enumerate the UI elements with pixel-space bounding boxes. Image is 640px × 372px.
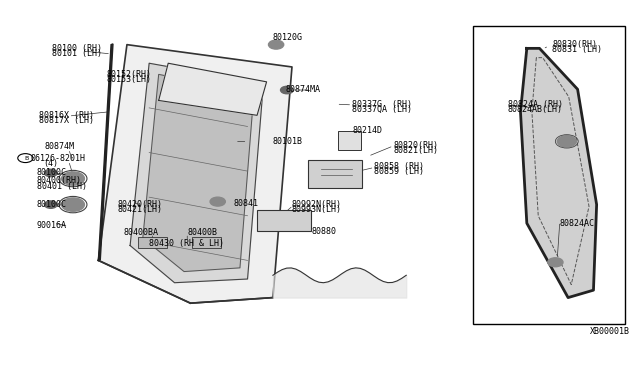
Text: 80400BA: 80400BA bbox=[124, 228, 159, 237]
Polygon shape bbox=[159, 63, 267, 115]
Text: (4): (4) bbox=[43, 159, 58, 168]
Text: 06126-8201H: 06126-8201H bbox=[31, 154, 86, 163]
Circle shape bbox=[557, 136, 577, 147]
Text: 80830(RH): 80830(RH) bbox=[552, 40, 597, 49]
Text: XB00001B: XB00001B bbox=[590, 327, 630, 336]
Text: 80820(RH): 80820(RH) bbox=[394, 141, 438, 150]
Text: 80420(RH): 80420(RH) bbox=[117, 200, 163, 209]
Circle shape bbox=[61, 198, 84, 211]
FancyBboxPatch shape bbox=[138, 237, 167, 248]
Text: 80100C: 80100C bbox=[37, 169, 67, 177]
FancyBboxPatch shape bbox=[192, 237, 221, 248]
FancyBboxPatch shape bbox=[473, 26, 625, 324]
Polygon shape bbox=[520, 48, 596, 298]
FancyBboxPatch shape bbox=[338, 131, 360, 150]
Text: 80824AB(LH): 80824AB(LH) bbox=[508, 105, 563, 114]
Text: 80821(LH): 80821(LH) bbox=[394, 146, 438, 155]
Text: 80858 (RH): 80858 (RH) bbox=[374, 162, 424, 171]
Text: 80152(RH): 80152(RH) bbox=[107, 70, 152, 79]
Circle shape bbox=[61, 172, 84, 185]
Text: 80831 (LH): 80831 (LH) bbox=[552, 45, 602, 54]
Text: 80400B: 80400B bbox=[188, 228, 217, 237]
Text: 80824A (RH): 80824A (RH) bbox=[508, 100, 563, 109]
Circle shape bbox=[44, 169, 57, 177]
Polygon shape bbox=[130, 63, 264, 283]
FancyBboxPatch shape bbox=[308, 160, 362, 188]
Text: 90016A: 90016A bbox=[37, 221, 67, 230]
Text: 80400(RH): 80400(RH) bbox=[37, 176, 82, 185]
Circle shape bbox=[44, 201, 57, 208]
Circle shape bbox=[280, 86, 293, 94]
Text: 80880: 80880 bbox=[311, 227, 336, 236]
Text: 80421(LH): 80421(LH) bbox=[117, 205, 163, 214]
Text: 80816X (RH): 80816X (RH) bbox=[39, 111, 94, 120]
Text: 80100C: 80100C bbox=[37, 200, 67, 209]
Text: 80153(LH): 80153(LH) bbox=[107, 75, 152, 84]
Text: 80430 (RH & LH): 80430 (RH & LH) bbox=[149, 239, 224, 248]
Polygon shape bbox=[143, 74, 254, 272]
Circle shape bbox=[210, 197, 225, 206]
Text: 80337G  (RH): 80337G (RH) bbox=[352, 100, 412, 109]
Circle shape bbox=[269, 40, 284, 49]
Text: 80817X (LH): 80817X (LH) bbox=[39, 116, 94, 125]
Text: 80859 (LH): 80859 (LH) bbox=[374, 167, 424, 176]
Circle shape bbox=[548, 258, 563, 267]
Text: 80401 (LH): 80401 (LH) bbox=[37, 182, 87, 190]
Text: 80841: 80841 bbox=[234, 199, 259, 208]
Text: 80101B: 80101B bbox=[273, 137, 303, 146]
Text: 80101 (LH): 80101 (LH) bbox=[52, 49, 102, 58]
Text: 80874MA: 80874MA bbox=[285, 85, 321, 94]
FancyBboxPatch shape bbox=[257, 210, 311, 231]
Polygon shape bbox=[99, 45, 292, 303]
Text: 80337QA (LH): 80337QA (LH) bbox=[352, 105, 412, 114]
Text: 80824AC: 80824AC bbox=[560, 219, 595, 228]
Text: 80992N(RH): 80992N(RH) bbox=[292, 200, 342, 209]
Text: 80993N(LH): 80993N(LH) bbox=[292, 205, 342, 214]
Text: 80874M: 80874M bbox=[44, 142, 74, 151]
Text: 80100 (RH): 80100 (RH) bbox=[52, 44, 102, 53]
Text: 80120G: 80120G bbox=[273, 33, 303, 42]
Text: B: B bbox=[24, 155, 28, 161]
Text: 80214D: 80214D bbox=[352, 126, 382, 135]
Polygon shape bbox=[99, 44, 113, 260]
